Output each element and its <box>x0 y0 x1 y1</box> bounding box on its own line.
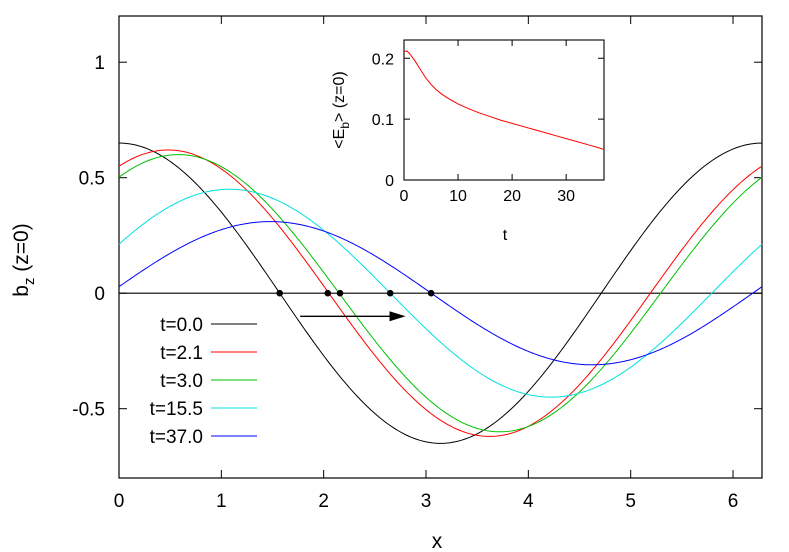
y-tick-label: 0 <box>94 284 105 305</box>
inset-x-axis-label: t <box>503 227 508 244</box>
x-tick-label: 0 <box>114 491 125 512</box>
x-tick-label: 1 <box>216 491 227 512</box>
series-line-0 <box>118 142 763 444</box>
inset-plot: 0 10 20 30 0 0.1 0.2 <box>372 39 605 205</box>
inset-y-tick-label: 0.2 <box>372 51 394 68</box>
zero-crossing-point <box>336 289 344 297</box>
propagation-arrowhead <box>389 311 406 322</box>
inset-series-line <box>403 50 605 151</box>
x-axis-label: x <box>432 530 443 552</box>
legend-label: t=0.0 <box>160 315 203 336</box>
y-tick-label: 0.5 <box>79 169 105 190</box>
y-tick-label: -0.5 <box>72 400 105 421</box>
zero-crossing-point <box>386 289 394 297</box>
legend-label: t=2.1 <box>160 343 203 364</box>
x-tick-label: 4 <box>523 491 534 512</box>
inset-x-tick-label: 0 <box>400 188 409 205</box>
inset-y-axis-label: <Eb> (z=0) <box>331 71 352 148</box>
x-tick-label: 5 <box>625 491 636 512</box>
inset-x-tick-label: 10 <box>449 188 467 205</box>
series-line-4 <box>118 221 763 366</box>
y-tick-label: 1 <box>94 53 105 74</box>
inset-x-tick-label: 20 <box>503 188 521 205</box>
inset-x-tick-label: 30 <box>557 188 575 205</box>
x-tick-label: 2 <box>318 491 329 512</box>
x-tick-label: 6 <box>728 491 739 512</box>
legend-label: t=37.0 <box>150 427 203 448</box>
legend-label: t=15.5 <box>150 399 203 420</box>
series-line-1 <box>118 149 763 437</box>
plot-frame <box>118 15 763 479</box>
main-plot: 0 1 2 3 4 5 6 -0.5 0 0.5 1 t=0.0 t=2.1 t=3.0 t=15.5 t=3… <box>72 15 763 512</box>
inset-y-tick-label: 0.1 <box>372 112 394 129</box>
series-line-2 <box>118 154 763 433</box>
zero-crossing-point <box>276 289 283 297</box>
y-axis-label: bz (z=0) <box>10 223 38 296</box>
x-tick-label: 3 <box>421 491 432 512</box>
zero-crossing-point <box>427 289 435 297</box>
series-line-3 <box>118 188 763 398</box>
zero-crossing-point <box>324 289 332 297</box>
legend-label: t=3.0 <box>160 371 203 392</box>
inset-frame <box>403 39 605 181</box>
inset-y-tick-label: 0 <box>385 173 394 190</box>
